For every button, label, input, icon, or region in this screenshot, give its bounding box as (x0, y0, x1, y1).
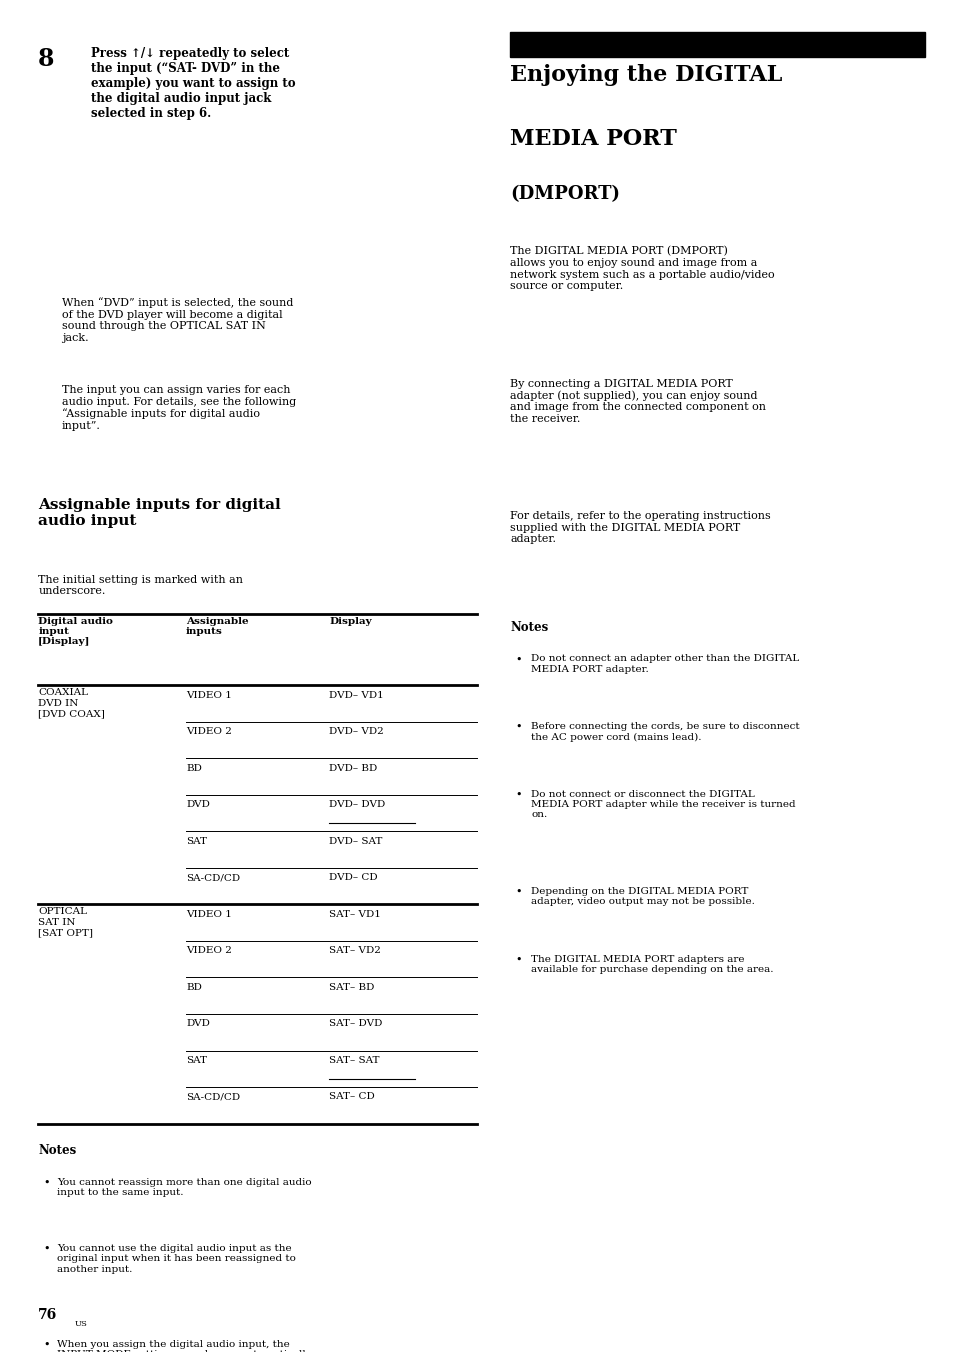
Text: DVD– SAT: DVD– SAT (329, 837, 382, 846)
Text: Notes: Notes (510, 621, 548, 634)
Text: US: US (74, 1320, 87, 1328)
Text: The DIGITAL MEDIA PORT adapters are
available for purchase depending on the area: The DIGITAL MEDIA PORT adapters are avai… (531, 955, 773, 973)
Text: For details, refer to the operating instructions
supplied with the DIGITAL MEDIA: For details, refer to the operating inst… (510, 511, 770, 545)
Text: SAT– BD: SAT– BD (329, 983, 375, 992)
Text: 8: 8 (38, 47, 54, 72)
Text: The initial setting is marked with an
underscore.: The initial setting is marked with an un… (38, 575, 243, 596)
Text: •: • (515, 887, 521, 896)
Text: Press ↑/↓ repeatedly to select
the input (“SAT- DVD” in the
example) you want to: Press ↑/↓ repeatedly to select the input… (91, 47, 294, 120)
Text: You cannot reassign more than one digital audio
input to the same input.: You cannot reassign more than one digita… (57, 1178, 312, 1197)
Text: Do not connect or disconnect the DIGITAL
MEDIA PORT adapter while the receiver i: Do not connect or disconnect the DIGITAL… (531, 790, 795, 819)
Text: Assignable
inputs: Assignable inputs (186, 617, 249, 635)
Text: VIDEO 2: VIDEO 2 (186, 946, 232, 956)
Text: Digital audio
input
[Display]: Digital audio input [Display] (38, 617, 112, 646)
Text: BD: BD (186, 983, 202, 992)
Text: DVD– VD2: DVD– VD2 (329, 727, 383, 737)
Text: 76: 76 (38, 1309, 57, 1322)
Text: Do not connect an adapter other than the DIGITAL
MEDIA PORT adapter.: Do not connect an adapter other than the… (531, 654, 799, 673)
Text: VIDEO 1: VIDEO 1 (186, 691, 232, 700)
Text: DVD– CD: DVD– CD (329, 873, 377, 883)
Text: SAT: SAT (186, 1056, 207, 1065)
Text: Depending on the DIGITAL MEDIA PORT
adapter, video output may not be possible.: Depending on the DIGITAL MEDIA PORT adap… (531, 887, 755, 906)
Text: Before connecting the cords, be sure to disconnect
the AC power cord (mains lead: Before connecting the cords, be sure to … (531, 722, 800, 741)
Text: SAT– VD2: SAT– VD2 (329, 946, 380, 956)
Text: DVD: DVD (186, 800, 210, 810)
Text: By connecting a DIGITAL MEDIA PORT
adapter (not supplied), you can enjoy sound
a: By connecting a DIGITAL MEDIA PORT adapt… (510, 379, 765, 425)
Text: VIDEO 2: VIDEO 2 (186, 727, 232, 737)
Text: SAT– VD1: SAT– VD1 (329, 910, 380, 919)
Bar (510, 32, 924, 57)
Text: SAT– SAT: SAT– SAT (329, 1056, 379, 1065)
Text: MEDIA PORT: MEDIA PORT (510, 128, 677, 150)
Text: When you assign the digital audio input, the
INPUT MODE setting may change autom: When you assign the digital audio input,… (57, 1340, 312, 1352)
Text: DVD– BD: DVD– BD (329, 764, 377, 773)
Text: •: • (43, 1178, 50, 1187)
Text: •: • (515, 654, 521, 664)
Text: BD: BD (186, 764, 202, 773)
Text: You cannot use the digital audio input as the
original input when it has been re: You cannot use the digital audio input a… (57, 1244, 295, 1274)
Text: SAT– CD: SAT– CD (329, 1092, 375, 1102)
Text: VIDEO 1: VIDEO 1 (186, 910, 232, 919)
Text: •: • (515, 790, 521, 799)
Text: Display: Display (329, 617, 372, 626)
Text: DVD: DVD (186, 1019, 210, 1029)
Text: Notes: Notes (38, 1144, 76, 1157)
Text: •: • (43, 1340, 50, 1349)
Text: (DMPORT): (DMPORT) (510, 185, 619, 203)
Text: SA-CD/CD: SA-CD/CD (186, 873, 240, 883)
Text: When “DVD” input is selected, the sound
of the DVD player will become a digital
: When “DVD” input is selected, the sound … (62, 297, 294, 343)
Text: SAT– DVD: SAT– DVD (329, 1019, 382, 1029)
Text: COAXIAL
DVD IN
[DVD COAX]: COAXIAL DVD IN [DVD COAX] (38, 688, 105, 718)
Text: SA-CD/CD: SA-CD/CD (186, 1092, 240, 1102)
Text: Enjoying the DIGITAL: Enjoying the DIGITAL (510, 64, 782, 85)
Text: DVD– VD1: DVD– VD1 (329, 691, 383, 700)
Text: OPTICAL
SAT IN
[SAT OPT]: OPTICAL SAT IN [SAT OPT] (38, 907, 93, 937)
Text: The input you can assign varies for each
audio input. For details, see the follo: The input you can assign varies for each… (62, 385, 296, 431)
Text: Assignable inputs for digital
audio input: Assignable inputs for digital audio inpu… (38, 498, 280, 527)
Text: DVD– DVD: DVD– DVD (329, 800, 385, 810)
Text: •: • (515, 955, 521, 964)
Text: The DIGITAL MEDIA PORT (DMPORT)
allows you to enjoy sound and image from a
netwo: The DIGITAL MEDIA PORT (DMPORT) allows y… (510, 246, 774, 291)
Text: •: • (515, 722, 521, 731)
Text: SAT: SAT (186, 837, 207, 846)
Text: •: • (43, 1244, 50, 1253)
